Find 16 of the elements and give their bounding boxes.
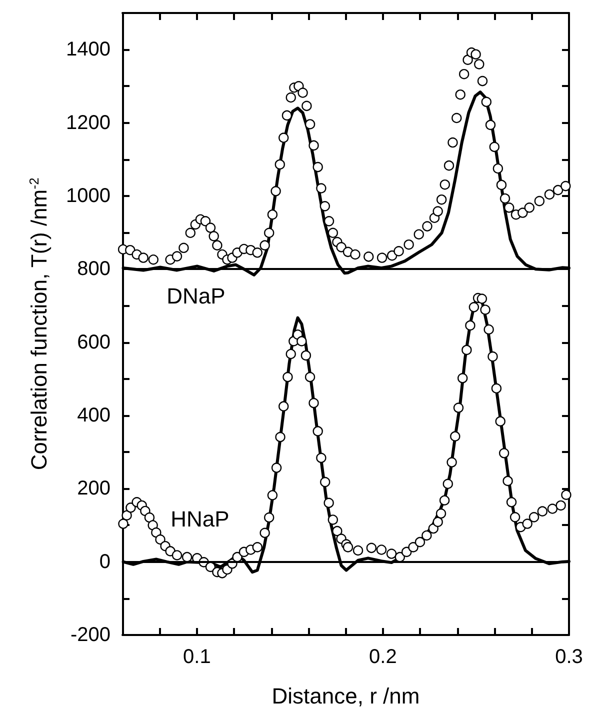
y-tick-label: 0	[99, 550, 110, 573]
annotation: DNaP	[166, 284, 226, 308]
y-tick-label: 800	[77, 258, 110, 280]
y-tick-label: 1400	[66, 38, 110, 61]
x-tick-label: 0.2	[369, 646, 397, 668]
y-tick-label: 400	[77, 404, 110, 426]
y-tick-label: 1200	[66, 112, 110, 134]
annotation: HNaP	[170, 506, 230, 532]
y-tick-label: 1000	[66, 184, 110, 207]
x-tick-label: 0.1	[183, 646, 211, 668]
x-axis-title: Distance, r /nm	[272, 684, 420, 708]
y-tick-label: 200	[77, 478, 110, 500]
y-tick-label: 600	[77, 331, 110, 354]
y-tick-label: -200	[70, 624, 110, 646]
y-axis-title: Correlation function, T(r) /nm-2	[26, 178, 52, 470]
x-tick-label: 0.3	[555, 646, 583, 668]
